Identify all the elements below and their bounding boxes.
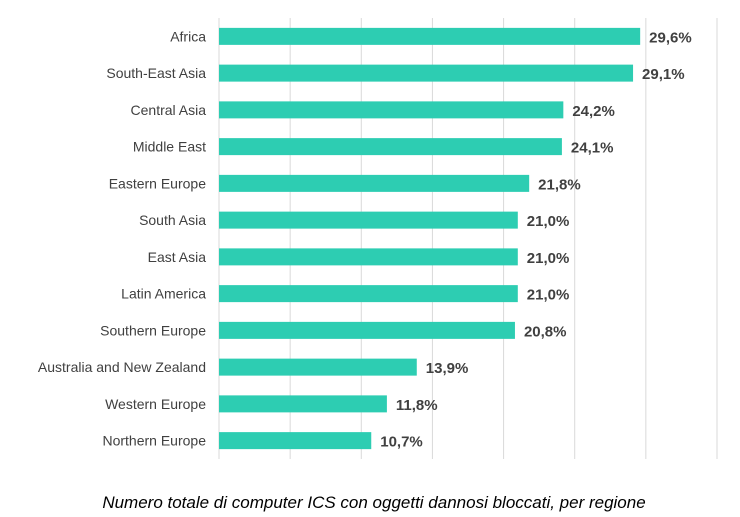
category-label: Africa (170, 28, 206, 44)
bar (219, 432, 372, 450)
data-label: 21,0% (527, 213, 570, 230)
category-label: Eastern Europe (109, 175, 206, 191)
category-label: Central Asia (131, 102, 207, 118)
bar (219, 285, 518, 303)
category-labels: Africa South-East Asia Central Asia Middle … (38, 28, 206, 448)
bar (219, 27, 641, 45)
data-label: 21,0% (527, 287, 570, 304)
category-label: Australia and New Zealand (38, 359, 206, 375)
value-labels: 29,6% 29,1% 24,2% 24,1% 21,8% 21,0% 21,0% 21,0%… (380, 29, 691, 450)
bar (219, 174, 530, 192)
category-label: Middle East (133, 139, 206, 155)
data-label: 20,8% (524, 323, 567, 340)
category-label: East Asia (148, 249, 207, 265)
bar (219, 358, 417, 376)
data-label: 11,8% (396, 397, 438, 414)
data-label: 21,8% (538, 176, 581, 193)
bar (219, 138, 562, 156)
gridlines (218, 18, 718, 459)
bar (219, 211, 518, 229)
bar-chart: Africa South-East Asia Central Asia Middle … (38, 18, 718, 459)
category-label: Southern Europe (100, 322, 206, 338)
data-label: 24,1% (571, 140, 614, 157)
bars (219, 27, 641, 450)
bar (219, 321, 515, 339)
data-label: 29,6% (649, 29, 692, 46)
chart-caption: Numero totale di computer ICS con oggett… (102, 493, 646, 512)
bar (219, 101, 564, 119)
bar (219, 395, 387, 413)
bar (219, 248, 518, 266)
data-label: 29,1% (642, 66, 685, 83)
category-label: Latin America (121, 286, 206, 302)
category-label: South-East Asia (106, 65, 206, 81)
data-label: 10,7% (380, 434, 423, 451)
category-label: Northern Europe (102, 433, 206, 449)
data-label: 21,0% (527, 250, 570, 267)
bar (219, 64, 634, 82)
category-label: South Asia (139, 212, 206, 228)
data-label: 13,9% (426, 360, 469, 377)
category-label: Western Europe (105, 396, 206, 412)
data-label: 24,2% (572, 103, 615, 120)
